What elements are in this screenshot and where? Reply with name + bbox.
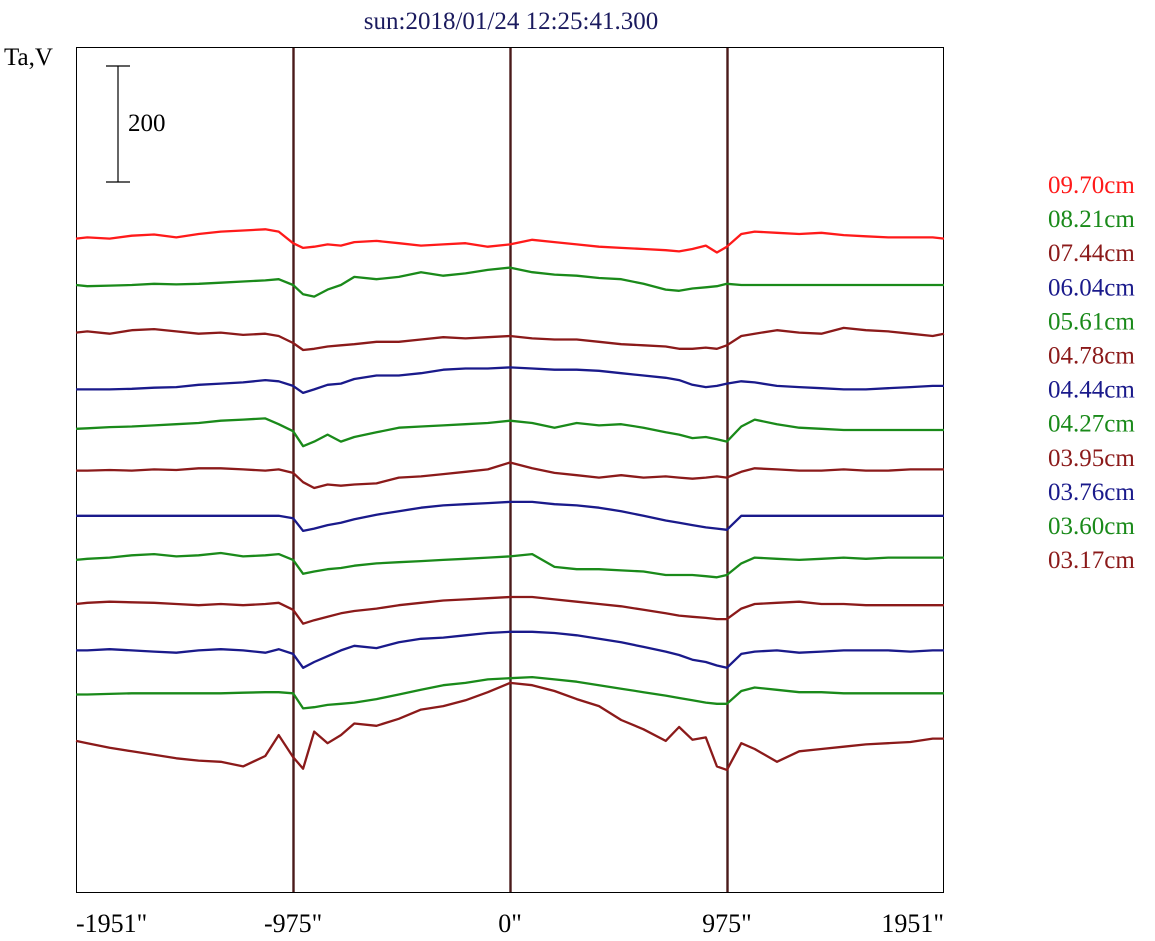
- x-tick-label: -1951": [76, 909, 147, 938]
- series-line-09.70cm: [75, 228, 945, 254]
- series-line-04.44cm: [76, 500, 944, 533]
- legend-entry-08.21cm: 08.21cm: [1048, 206, 1135, 233]
- legend-entry-09.70cm: 09.70cm: [1048, 172, 1135, 199]
- scale-bar: [106, 65, 130, 183]
- legend-entry-04.27cm: 04.27cm: [1048, 411, 1135, 438]
- limb-markers: [292, 48, 729, 892]
- legend: 09.70cm 08.21cm 07.44cm 06.04cm 05.61cm 04.78…: [1048, 172, 1135, 574]
- series-line-07.44cm: [75, 326, 945, 352]
- series-line-03.17cm: [75, 681, 944, 772]
- chart-title: sun:2018/01/24 12:25:41.300: [364, 8, 658, 35]
- y-axis-label: Ta,V: [4, 44, 53, 71]
- series-line-03.60cm: [76, 675, 944, 710]
- legend-entry-03.76cm: 03.76cm: [1048, 479, 1135, 506]
- legend-entry-03.17cm: 03.17cm: [1048, 547, 1135, 574]
- x-tick-label: 1951": [881, 909, 944, 938]
- series-line-04.78cm: [76, 461, 944, 490]
- series-line-08.21cm: [75, 266, 944, 298]
- legend-entry-05.61cm: 05.61cm: [1048, 308, 1135, 335]
- legend-entry-04.78cm: 04.78cm: [1048, 343, 1135, 370]
- series-line-03.76cm: [76, 630, 944, 669]
- legend-entry-06.04cm: 06.04cm: [1048, 274, 1135, 301]
- legend-entry-03.95cm: 03.95cm: [1048, 445, 1135, 472]
- series-line-05.61cm: [75, 417, 944, 448]
- x-tick-label: -975": [264, 909, 322, 938]
- x-tick-label: 0": [498, 909, 522, 938]
- legend-entry-04.44cm: 04.44cm: [1048, 377, 1135, 404]
- series-layer: [75, 228, 945, 772]
- series-line-04.27cm: [75, 551, 944, 579]
- x-tick-label: 975": [702, 909, 752, 938]
- legend-entry-07.44cm: 07.44cm: [1048, 240, 1135, 267]
- series-line-06.04cm: [76, 366, 944, 395]
- x-axis-ticks: -1951" -975" 0" 975" 1951": [76, 909, 944, 938]
- legend-entry-03.60cm: 03.60cm: [1048, 513, 1135, 540]
- scale-bar-label: 200: [128, 110, 166, 137]
- series-line-03.95cm: [75, 595, 944, 625]
